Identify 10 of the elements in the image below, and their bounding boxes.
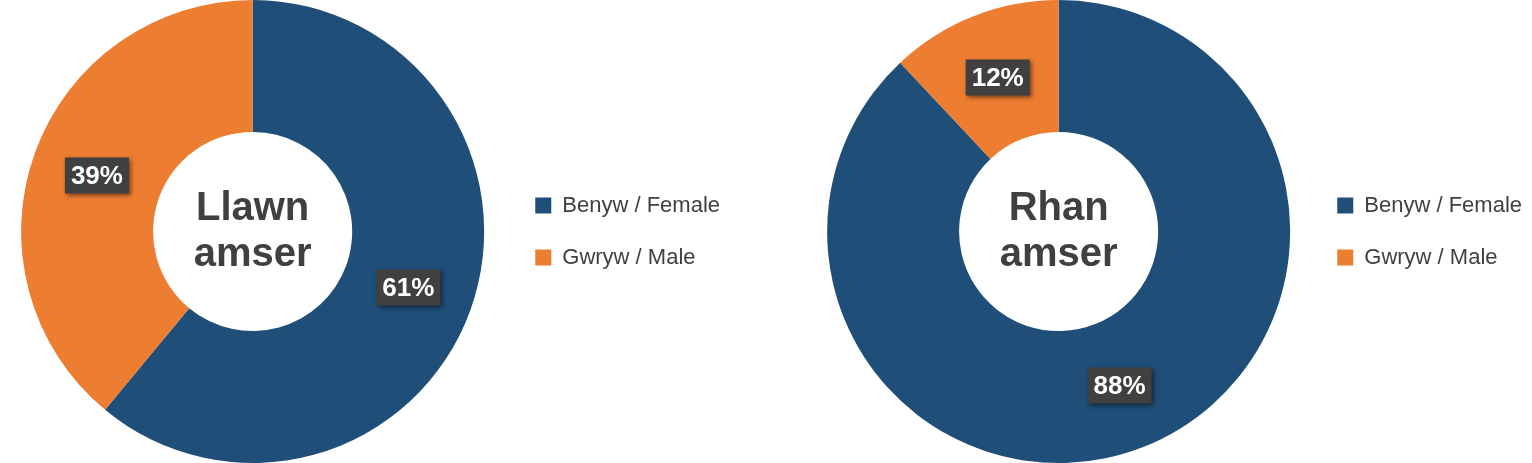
- text: Llawn amser: [193, 183, 312, 274]
- text: Rhan amser: [999, 183, 1118, 274]
- legend-label: Gwryw / Male: [562, 243, 696, 269]
- legend-label: Benyw / Female: [1364, 191, 1523, 217]
- data-label: 88%: [1093, 369, 1146, 400]
- data-label: 39%: [70, 159, 123, 190]
- legend-label: Benyw / Female: [562, 191, 721, 217]
- legend-label: Gwryw / Male: [1364, 243, 1498, 269]
- data-label: 61%: [382, 271, 435, 302]
- data-label: 12%: [971, 61, 1024, 92]
